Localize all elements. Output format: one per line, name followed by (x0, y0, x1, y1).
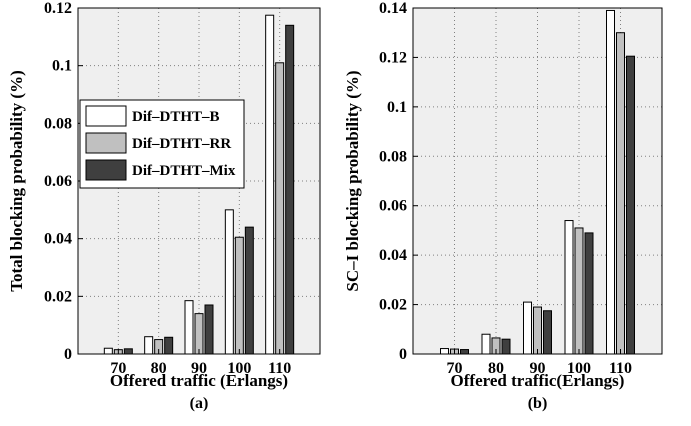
bar-dif-dtht-b-70 (440, 348, 449, 355)
bar-dif-dtht-mix-70 (460, 349, 469, 355)
panel-label: (b) (528, 395, 548, 412)
y-tick-label: 0.06 (44, 173, 72, 190)
x-axis-title: Offered traffic(Erlangs) (451, 371, 625, 390)
x-tick-label: 110 (268, 360, 291, 377)
x-tick-label: 90 (530, 360, 546, 377)
y-tick-label: 0 (64, 346, 72, 363)
bar-dif-dtht-b-100 (564, 220, 574, 355)
bar-dif-dtht-mix-90 (204, 304, 214, 355)
bar-dif-dtht-mix-80 (164, 336, 174, 355)
bar-dif-dtht-mix-110 (626, 55, 635, 355)
y-tick-label: 0.02 (379, 297, 407, 314)
y-tick-label: 0.1 (387, 99, 407, 116)
y-tick-label: 0.12 (44, 0, 72, 17)
y-tick-label: 0.02 (44, 288, 72, 305)
bar-dif-dtht-rr-100 (574, 227, 584, 355)
y-tick-label: 0.04 (44, 231, 72, 248)
legend-swatch (85, 105, 127, 127)
y-tick-label: 0.08 (379, 148, 407, 165)
legend-swatch (85, 132, 127, 154)
bar-dif-dtht-b-90 (184, 300, 194, 355)
bar-dif-dtht-b-80 (481, 333, 491, 355)
bar-dif-dtht-b-90 (523, 301, 532, 355)
bar-dif-dtht-mix-100 (584, 232, 594, 355)
panel-label: (a) (190, 395, 209, 412)
y-tick-label: 0.12 (379, 49, 407, 66)
y-axis-title: Total blocking probability (%) (7, 70, 26, 292)
bar-dif-dtht-mix-80 (501, 338, 511, 355)
bar-dif-dtht-rr-110 (275, 62, 285, 355)
bar-dif-dtht-mix-100 (244, 226, 254, 355)
bar-dif-dtht-rr-90 (533, 306, 542, 355)
bar-dif-dtht-b-110 (265, 14, 275, 355)
legend-swatch (85, 159, 127, 181)
legend-label: Dif–DTHT–B (132, 109, 220, 125)
legend-label: Dif–DTHT–RR (132, 136, 231, 152)
x-tick-label: 80 (488, 360, 504, 377)
bar-dif-dtht-mix-70 (123, 348, 133, 355)
chart-panel-a: 0 0.02 0.04 0.06 0.08 0.1 0.12 70 80 90 100 110Offe… (7, 0, 321, 412)
bar-dif-dtht-rr-110 (616, 32, 625, 355)
y-axis-title: SC–I blocking probability (%) (343, 70, 362, 291)
x-tick-label: 70 (110, 360, 126, 377)
y-tick-label: 0.1 (52, 58, 72, 75)
bar-dif-dtht-mix-110 (285, 24, 295, 355)
x-tick-label: 70 (447, 360, 463, 377)
plot-frame (412, 7, 663, 355)
legend-label: Dif–DTHT–Mix (132, 163, 236, 179)
y-tick-label: 0 (399, 346, 407, 363)
bar-dif-dtht-rr-90 (194, 313, 204, 355)
y-tick-label: 0.08 (44, 115, 72, 132)
bar-dif-dtht-b-80 (144, 336, 154, 355)
legend: Dif–DTHT–B Dif–DTHT–RR Dif–DTHT–Mix (79, 99, 245, 189)
x-tick-label: 100 (227, 360, 251, 377)
plot-frame (77, 7, 321, 355)
x-tick-label: 100 (567, 360, 591, 377)
y-tick-label: 0.06 (379, 198, 407, 215)
x-tick-label: 110 (609, 360, 632, 377)
bar-dif-dtht-mix-90 (543, 310, 552, 355)
y-tick-label: 0.14 (379, 0, 407, 17)
bar-dif-dtht-rr-100 (234, 236, 244, 355)
chart-panel-b: 0 0.02 0.04 0.06 0.08 0.1 0.12 0.14 70 80 90 100 110… (343, 0, 663, 412)
x-tick-label: 80 (151, 360, 167, 377)
y-tick-label: 0.04 (379, 247, 407, 264)
bar-dif-dtht-b-110 (606, 9, 615, 355)
bar-dif-dtht-b-100 (224, 209, 234, 355)
x-tick-label: 90 (191, 360, 207, 377)
x-axis-title: Offered traffic (Erlangs) (110, 371, 288, 390)
bar-dif-dtht-b-70 (103, 347, 113, 355)
